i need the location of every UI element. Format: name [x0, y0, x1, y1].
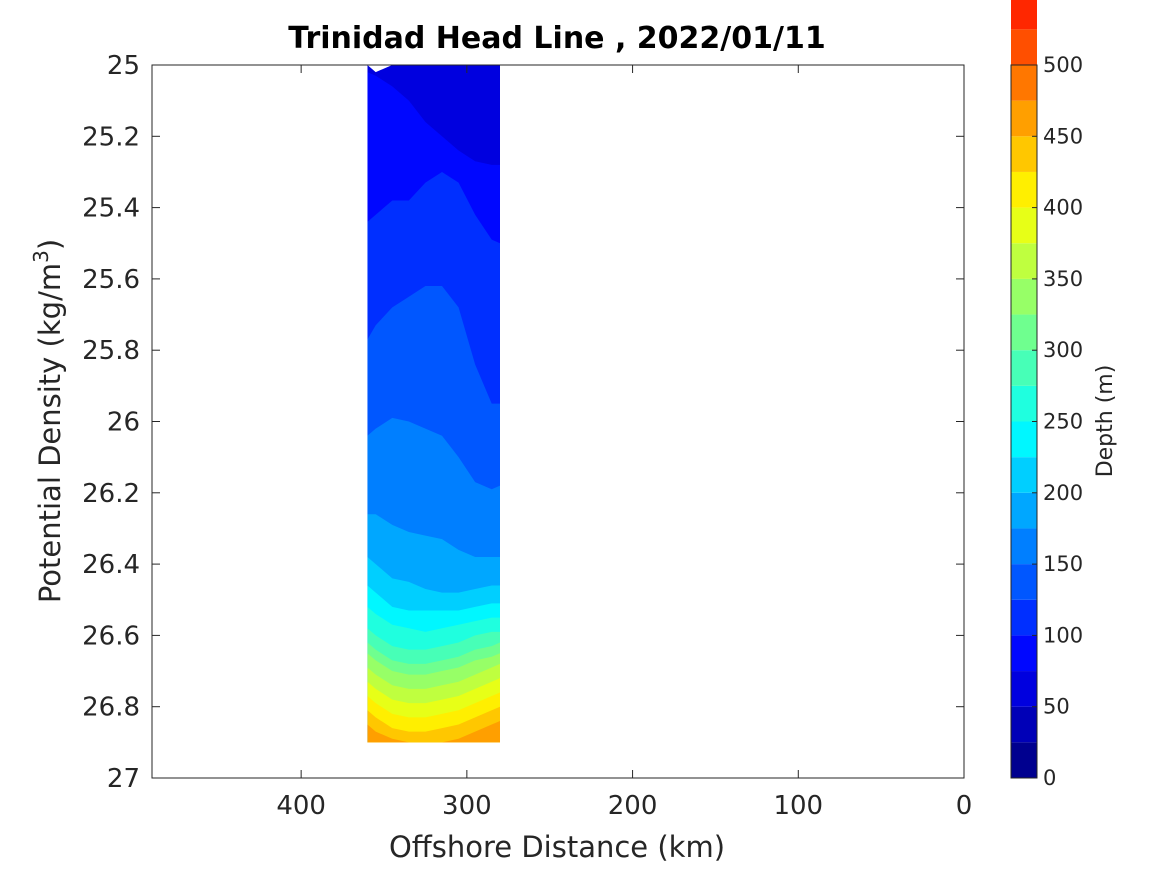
- colorbar-ticks: 0 50 100 150 200 250 300 350 400 450 500: [1032, 53, 1083, 790]
- y-tick-label: 26.8: [82, 693, 140, 723]
- colorbar-block: [1011, 492, 1037, 529]
- colorbar-block: [1011, 29, 1037, 66]
- x-tick-label: 300: [442, 791, 492, 821]
- plot-frame: [151, 64, 965, 779]
- colorbar-label: Depth (m): [1093, 365, 1118, 478]
- colorbar-blocks: [1011, 0, 1037, 778]
- y-axis-label-superscript: 3: [29, 250, 53, 263]
- colorbar-block: [1011, 243, 1037, 279]
- y-tick-label: 25.6: [82, 265, 140, 295]
- y-tick-label: 26.2: [82, 479, 140, 509]
- y-tick-label: 27: [107, 764, 140, 794]
- y-tick-label: 26.6: [82, 621, 140, 651]
- colorbar-block: [1011, 528, 1037, 565]
- colorbar-tick-label: 50: [1043, 695, 1070, 719]
- colorbar-block: [1011, 635, 1037, 672]
- y-tick-label: 25.4: [82, 194, 140, 224]
- colorbar-tick-label: 500: [1043, 53, 1083, 77]
- y-tick-label: 25: [107, 51, 140, 81]
- colorbar-block: [1011, 671, 1037, 707]
- x-tick-label: 0: [956, 791, 973, 821]
- colorbar-tick-label: 150: [1043, 552, 1083, 576]
- y-tick-label: 26.4: [82, 550, 140, 580]
- colorbar-block: [1011, 599, 1037, 636]
- colorbar-block: [1011, 742, 1037, 778]
- y-axis-label-close: ): [33, 239, 67, 250]
- colorbar-tick-label: 300: [1043, 338, 1083, 362]
- colorbar-block: [1011, 564, 1037, 600]
- colorbar-tick-label: 100: [1043, 623, 1083, 647]
- chart-title: Trinidad Head Line , 2022/01/11: [288, 21, 825, 56]
- y-axis-label-main: Potential Density (kg/m: [33, 263, 67, 603]
- contour-band-425: [367, 706, 500, 743]
- x-tick-label: 200: [608, 791, 658, 821]
- colorbar-block: [1011, 207, 1037, 244]
- colorbar-block: [1011, 457, 1037, 493]
- colorbar-tick-label: 400: [1043, 196, 1083, 220]
- colorbar-block: [1011, 314, 1037, 351]
- colorbar-block: [1011, 385, 1037, 422]
- colorbar-tick-label: 200: [1043, 481, 1083, 505]
- x-tick-label: 100: [773, 791, 823, 821]
- y-tick-label: 25.8: [82, 336, 140, 366]
- x-axis: 400 300 200 100 0: [276, 65, 972, 821]
- colorbar-tick-label: 0: [1043, 766, 1056, 790]
- x-tick-label: 400: [276, 791, 326, 821]
- colorbar-block: [1011, 65, 1037, 101]
- y-axis-label: Potential Density (kg/m3): [29, 239, 67, 603]
- colorbar-tick-label: 350: [1043, 267, 1083, 291]
- colorbar-block: [1011, 421, 1037, 458]
- contour-band-450: [367, 720, 500, 743]
- colorbar-tick-label: 250: [1043, 410, 1083, 434]
- y-tick-label: 26: [107, 408, 140, 438]
- contour-fills: [367, 65, 500, 743]
- colorbar-block: [1011, 706, 1037, 743]
- colorbar-block: [1011, 350, 1037, 386]
- colorbar-tick-label: 450: [1043, 124, 1083, 148]
- y-axis: 25 25.2 25.4 25.6 25.8 26 26.2 26.4 26.6 26.8 27: [82, 51, 964, 794]
- y-tick-label: 25.2: [82, 122, 140, 152]
- colorbar-block: [1011, 100, 1037, 137]
- colorbar-block: [1011, 136, 1037, 172]
- colorbar-block: [1011, 0, 1037, 30]
- colorbar: 0 50 100 150 200 250 300 350 400 450 500 Depth (m): [1010, 0, 1118, 790]
- colorbar-block: [1011, 278, 1037, 315]
- colorbar-block: [1011, 171, 1037, 208]
- plot-area: 400 300 200 100 0 25 25.2 25.4 25.6 25.8 26 26.2 26…: [82, 51, 972, 821]
- x-axis-label: Offshore Distance (km): [389, 830, 725, 864]
